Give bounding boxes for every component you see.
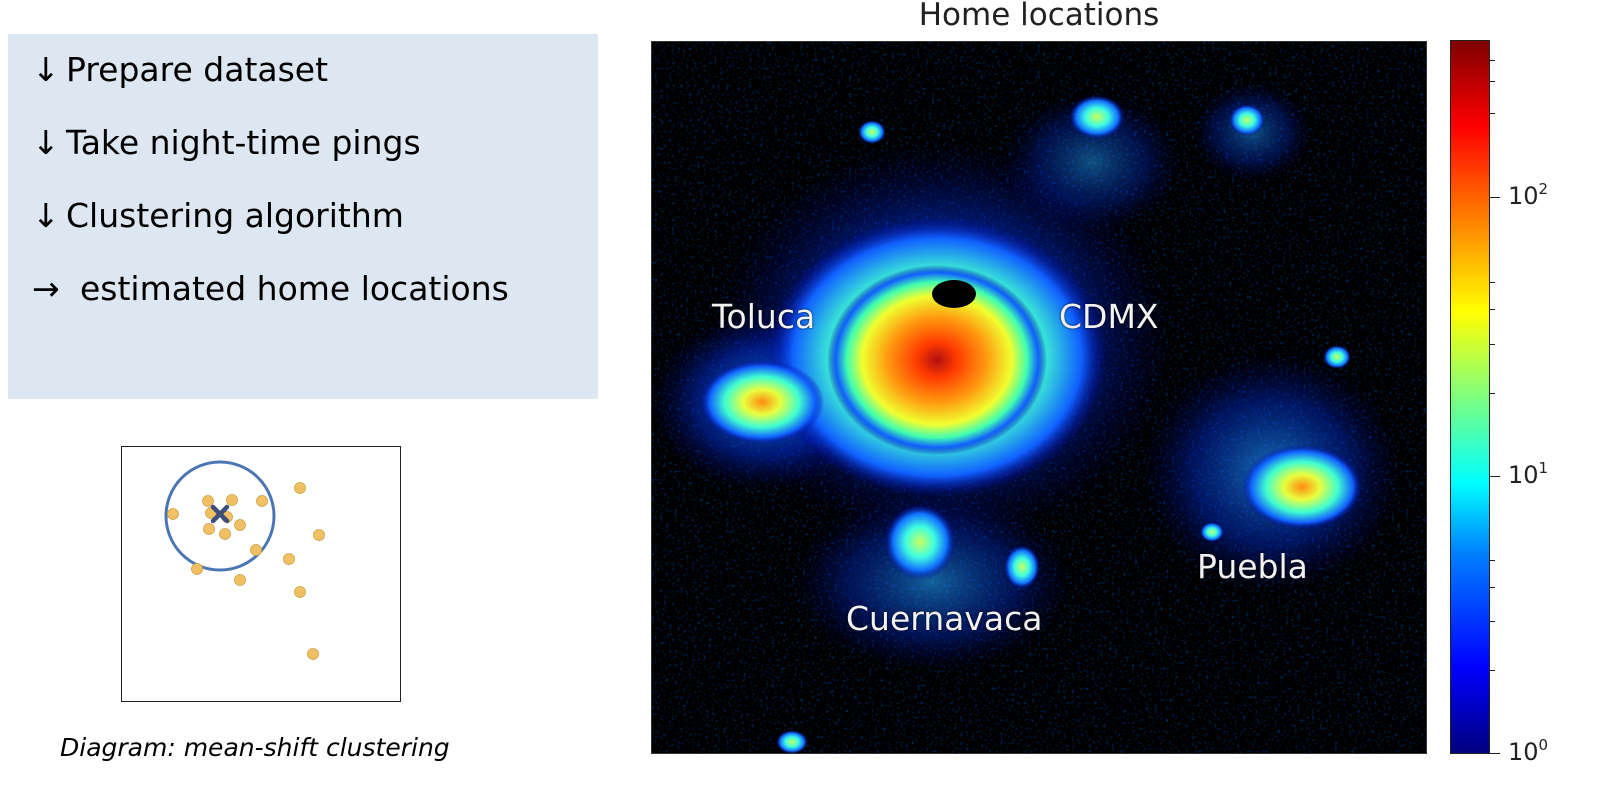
step-label: Prepare dataset (66, 50, 329, 89)
diagram-caption: Diagram: mean-shift clustering (60, 733, 450, 762)
colorbar-label-1: 100 (1508, 736, 1549, 766)
step-home-locations: → estimated home locations (32, 263, 598, 336)
colorbar-tick (1490, 197, 1500, 198)
puebla-hotspot (1242, 445, 1362, 529)
data-point (191, 563, 203, 575)
steps-panel: ↓ Prepare dataset ↓ Take night-time pings … (8, 34, 598, 399)
town-hotspot (1229, 104, 1265, 136)
colorbar-tick (1490, 476, 1500, 477)
heatmap-title: Home locations (918, 0, 1160, 33)
colorbar (1450, 40, 1490, 754)
city-label-puebla: Puebla (1197, 547, 1308, 586)
town-hotspot (776, 730, 808, 753)
town-hotspot (1200, 522, 1224, 542)
data-point (250, 544, 262, 556)
down-arrow-icon: ↓ (32, 196, 60, 235)
step-label: estimated home locations (80, 269, 509, 308)
town-hotspot (858, 120, 886, 144)
city-label-toluca: Toluca (712, 297, 816, 336)
home-locations-heatmap: Toluca CDMX Puebla Cuernavaca (651, 41, 1427, 754)
colorbar-tick (1490, 753, 1500, 754)
data-point (226, 494, 238, 506)
colorbar-label-10: 101 (1508, 459, 1549, 489)
data-point (307, 648, 319, 660)
data-point (313, 529, 325, 541)
mean-shift-diagram (121, 446, 401, 702)
down-arrow-icon: ↓ (32, 123, 60, 162)
toluca-hotspot (700, 360, 824, 444)
step-label: Clustering algorithm (66, 196, 404, 235)
cuernavaca-hotspot (884, 504, 956, 580)
town-hotspot (1004, 545, 1040, 589)
town-hotspot (1323, 345, 1351, 369)
down-arrow-icon: ↓ (32, 50, 60, 89)
colorbar-label-100: 102 (1508, 180, 1549, 210)
data-point (167, 508, 179, 520)
cdmx-hotspot (767, 217, 1107, 497)
data-point (203, 523, 215, 535)
data-point (202, 495, 214, 507)
kernel-window-circle (164, 460, 276, 572)
cluster-center-x-icon (210, 504, 230, 524)
data-point (283, 553, 295, 565)
step-clustering-algorithm: ↓ Clustering algorithm (32, 190, 598, 263)
step-prepare-dataset: ↓ Prepare dataset (32, 44, 598, 117)
data-point (256, 495, 268, 507)
data-points (167, 482, 325, 660)
data-point (294, 586, 306, 598)
town-hotspot (1069, 95, 1125, 139)
data-point (219, 528, 231, 540)
city-label-cdmx: CDMX (1059, 297, 1159, 336)
data-point (234, 519, 246, 531)
right-arrow-icon: → (32, 269, 60, 308)
step-night-time-pings: ↓ Take night-time pings (32, 117, 598, 190)
data-point (294, 482, 306, 494)
step-label: Take night-time pings (66, 123, 421, 162)
city-label-cuernavaca: Cuernavaca (846, 599, 1043, 638)
heatmap-canvas (652, 42, 1426, 753)
data-point (234, 574, 246, 586)
diagram-canvas (164, 460, 325, 660)
